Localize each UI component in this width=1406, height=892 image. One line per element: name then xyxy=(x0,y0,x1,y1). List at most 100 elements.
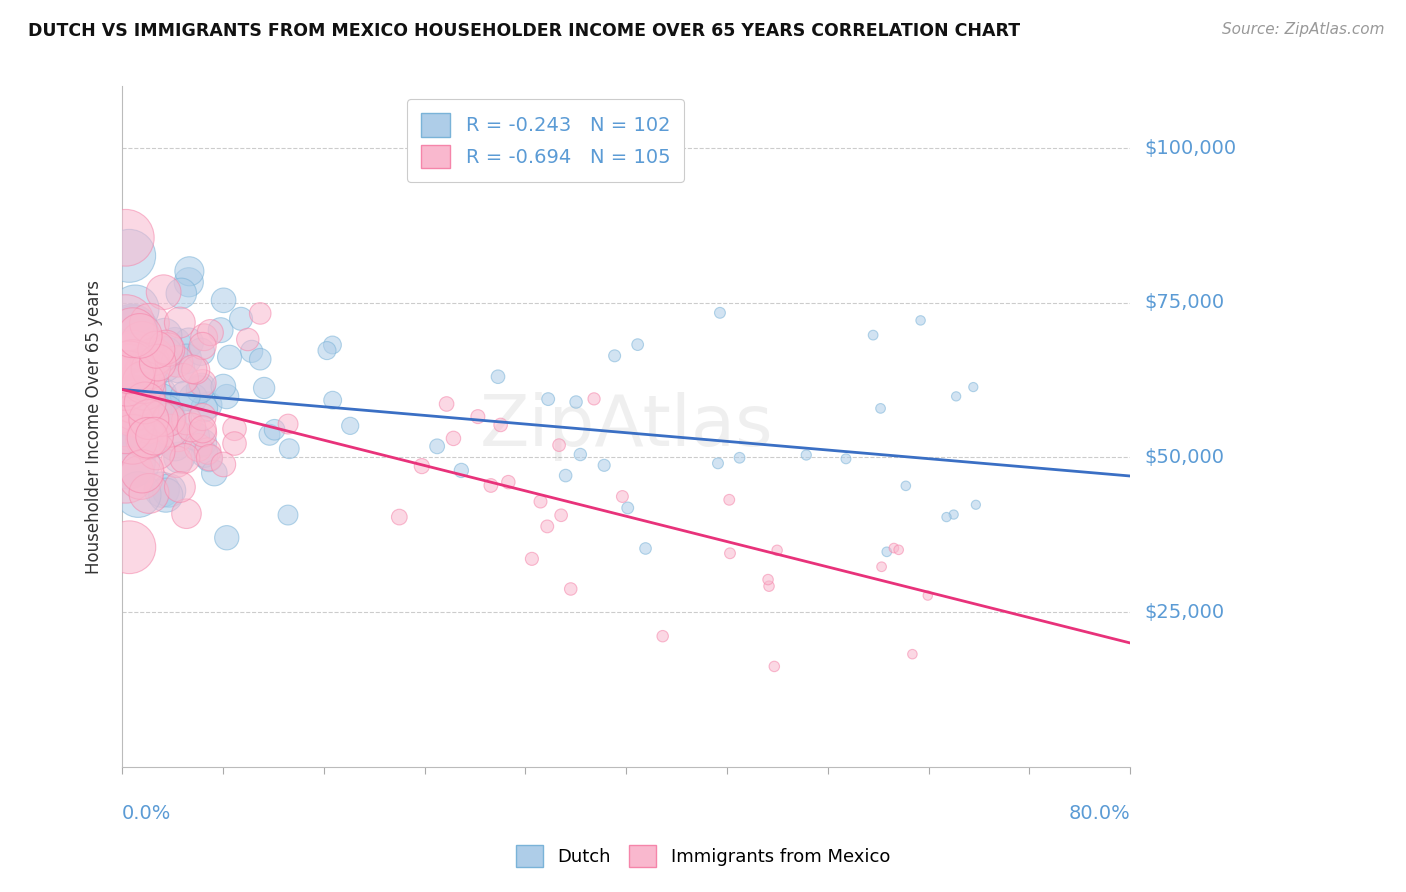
Point xyxy=(114,408,136,422)
Text: $100,000: $100,000 xyxy=(1144,139,1236,158)
Point xyxy=(612,490,634,504)
Point xyxy=(209,323,232,337)
Point xyxy=(321,338,343,352)
Point xyxy=(569,448,592,462)
Point xyxy=(169,480,191,494)
Point xyxy=(215,390,238,404)
Point xyxy=(145,444,167,458)
Point xyxy=(157,483,180,498)
Point xyxy=(139,362,162,376)
Point xyxy=(125,358,148,372)
Text: $25,000: $25,000 xyxy=(1144,603,1225,622)
Point xyxy=(125,366,148,380)
Text: 80.0%: 80.0% xyxy=(1069,804,1130,823)
Point xyxy=(167,450,190,465)
Point xyxy=(152,285,174,300)
Point xyxy=(520,552,543,566)
Point xyxy=(149,411,172,425)
Point xyxy=(184,363,207,377)
Point xyxy=(121,326,143,340)
Point xyxy=(869,401,891,416)
Point xyxy=(603,349,626,363)
Point xyxy=(145,343,167,357)
Point xyxy=(193,401,215,416)
Point xyxy=(894,479,917,493)
Point xyxy=(129,470,152,484)
Point xyxy=(148,387,170,401)
Point xyxy=(114,467,136,482)
Point xyxy=(153,347,176,361)
Point xyxy=(411,459,433,474)
Point xyxy=(118,360,141,375)
Point xyxy=(132,369,155,384)
Point xyxy=(169,316,191,330)
Point xyxy=(170,286,193,301)
Point xyxy=(163,336,186,351)
Point xyxy=(165,455,187,469)
Point xyxy=(193,330,215,344)
Text: Source: ZipAtlas.com: Source: ZipAtlas.com xyxy=(1222,22,1385,37)
Point xyxy=(141,351,163,365)
Point xyxy=(236,333,259,347)
Point xyxy=(388,510,411,524)
Point xyxy=(450,463,472,477)
Point xyxy=(142,403,165,417)
Point xyxy=(190,344,212,359)
Point xyxy=(117,388,139,402)
Point xyxy=(593,458,616,473)
Point xyxy=(179,264,201,278)
Point xyxy=(124,392,146,407)
Point xyxy=(134,396,156,410)
Point xyxy=(124,400,146,414)
Point xyxy=(176,507,198,521)
Point xyxy=(149,394,172,409)
Point xyxy=(138,316,160,330)
Point xyxy=(114,316,136,330)
Point xyxy=(138,486,160,500)
Point xyxy=(554,468,576,483)
Text: ZipAtlas: ZipAtlas xyxy=(479,392,773,461)
Point xyxy=(135,432,157,446)
Point xyxy=(121,322,143,336)
Point xyxy=(945,389,967,403)
Point xyxy=(862,328,884,343)
Point xyxy=(229,311,252,326)
Point xyxy=(935,510,957,524)
Point xyxy=(135,353,157,368)
Point xyxy=(316,343,339,358)
Text: DUTCH VS IMMIGRANTS FROM MEXICO HOUSEHOLDER INCOME OVER 65 YEARS CORRELATION CHA: DUTCH VS IMMIGRANTS FROM MEXICO HOUSEHOL… xyxy=(28,22,1021,40)
Point xyxy=(150,483,173,497)
Point xyxy=(758,579,780,593)
Point xyxy=(489,417,512,432)
Point xyxy=(876,545,898,559)
Point xyxy=(124,301,146,316)
Point xyxy=(426,439,449,453)
Point xyxy=(616,500,638,515)
Point xyxy=(883,541,905,555)
Point xyxy=(122,369,145,384)
Point xyxy=(131,464,153,478)
Point xyxy=(176,351,198,366)
Point xyxy=(191,376,214,390)
Point xyxy=(124,406,146,420)
Point xyxy=(187,441,209,455)
Point xyxy=(120,351,142,366)
Point xyxy=(115,371,138,385)
Point xyxy=(942,508,965,522)
Point xyxy=(114,419,136,434)
Point xyxy=(138,412,160,426)
Point xyxy=(114,231,136,245)
Point xyxy=(198,451,221,466)
Point xyxy=(212,458,235,472)
Point xyxy=(157,413,180,427)
Point xyxy=(146,356,169,370)
Point xyxy=(138,432,160,446)
Point xyxy=(627,337,650,351)
Point xyxy=(156,343,179,357)
Point xyxy=(548,438,571,452)
Point xyxy=(191,410,214,425)
Point xyxy=(498,475,520,489)
Point xyxy=(835,451,858,466)
Point xyxy=(436,397,458,411)
Point xyxy=(114,418,136,433)
